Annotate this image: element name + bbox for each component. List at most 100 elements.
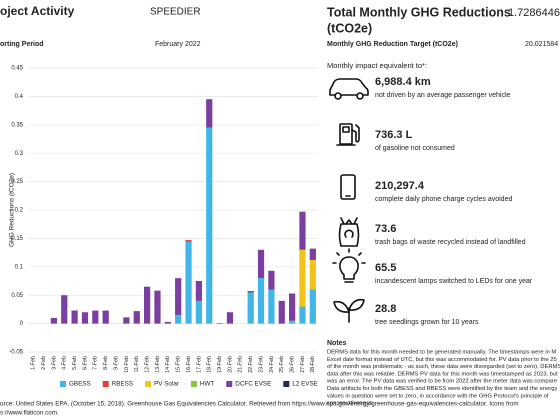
chart: GHG Reductions (tCO2e)0.450.40.350.30.25…	[9, 66, 318, 388]
icon-bag	[338, 217, 360, 247]
x-tick-label: 14-Feb	[165, 356, 171, 373]
bar-segment	[309, 289, 316, 324]
y-tick-label: 0.3	[15, 151, 24, 157]
x-tick-label: 3-Feb	[51, 356, 57, 370]
bar-segment	[81, 312, 89, 324]
x-tick-label: 15-Feb	[176, 356, 182, 373]
legend-swatch	[190, 381, 197, 387]
bar-segment	[154, 290, 161, 324]
total-label: Total Monthly GHG Reductions	[327, 5, 511, 19]
notes-line: data after this was reliable. DERMS PV d…	[327, 371, 558, 377]
target-value: 20.021584	[525, 41, 558, 48]
impacts-title: Monthly impact equivalent to*:	[327, 61, 427, 70]
x-tick-label: 19-Feb	[217, 356, 223, 373]
x-tick-label: 4-Feb	[62, 356, 68, 370]
x-tick-label: 22-Feb	[248, 356, 254, 373]
bar-segment	[133, 311, 140, 324]
x-tick-label: 23-Feb	[258, 356, 264, 373]
y-tick-label: 0.05	[11, 293, 23, 299]
x-tick-label: 27-Feb	[300, 356, 306, 373]
x-tick-label: 16-Feb	[186, 356, 192, 373]
bar-segment	[309, 259, 316, 290]
bar-segment	[268, 289, 275, 324]
bar-segment	[102, 310, 109, 324]
icon-phone	[340, 174, 356, 200]
footer-line: urce: United States EPA. (October 15, 20…	[0, 401, 519, 408]
notes-line: Data artifacts for both the GBESS and RB…	[327, 386, 557, 392]
total-value: 1.7286446	[508, 7, 560, 19]
x-tick-label: 21-Feb	[238, 356, 244, 373]
project-name: SPEEDIER	[150, 7, 201, 18]
bar-segment	[257, 278, 265, 324]
y-tick-label: 0.2	[15, 208, 24, 214]
legend-swatch	[145, 381, 152, 387]
y-axis-label: GHG Reductions (tCO2e)	[9, 173, 16, 247]
legend-swatch	[226, 381, 233, 387]
impact-value: 73.6	[375, 223, 396, 235]
bar-segment	[123, 317, 130, 324]
bar-segment	[289, 293, 296, 321]
x-tick-label: 8-Feb	[103, 356, 109, 370]
bar-segment	[289, 320, 296, 324]
x-tick-label: 12-Feb	[145, 356, 151, 373]
impact-label: complete daily phone charge cycles avoid…	[375, 196, 512, 203]
impact-label: tree seedlings grown for 10 years	[375, 319, 479, 326]
period-value: February 2022	[155, 41, 201, 48]
impact-value: 65.5	[375, 262, 396, 274]
bar-segment	[216, 323, 223, 324]
x-tick-label: 11-Feb	[134, 356, 140, 372]
legend-swatch	[283, 381, 290, 387]
bar-segment	[278, 300, 285, 324]
icon-car	[329, 78, 369, 100]
bar-segment	[144, 286, 151, 324]
x-tick-label: 28-Feb	[310, 356, 316, 373]
bar-segment	[299, 211, 306, 250]
x-tick-label: 1-Feb	[31, 356, 37, 370]
bar-segment	[195, 300, 202, 324]
notes-line: conservativeness.	[327, 401, 374, 407]
bar-segment	[185, 241, 192, 324]
bar-segment	[175, 278, 182, 316]
legend-label: PV Solar	[154, 381, 179, 388]
impact-label: of gasoline not consumed	[375, 145, 455, 152]
notes-line: was an error. The PV data was verified t…	[326, 379, 557, 385]
notes-line: DERMS data for this month needed to be g…	[327, 350, 556, 356]
icon-seedling	[333, 298, 365, 323]
x-tick-label: 7-Feb	[93, 356, 99, 370]
legend-label: HWT	[200, 381, 214, 388]
notes-line: Excel date format instead of UTC, but th…	[327, 357, 557, 363]
x-tick-label: 18-Feb	[207, 356, 213, 373]
y-tick-label: 0.1	[15, 264, 24, 270]
bar-segment	[299, 249, 306, 307]
y-tick-label: 0	[20, 321, 24, 327]
impact-value: 736.3 L	[375, 129, 413, 141]
x-tick-label: 2-Feb	[41, 356, 47, 370]
bar-segment	[92, 310, 99, 324]
x-tick-label: 13-Feb	[155, 356, 161, 373]
footer-line: s://www.flaticon.com.	[0, 410, 59, 417]
impact-label: trash bags of waste recycled instead of …	[375, 239, 526, 246]
x-tick-label: 10-Feb	[124, 356, 130, 373]
icon-bulb	[332, 248, 366, 283]
period-label: orting Period	[0, 41, 44, 48]
bar-segment	[257, 249, 265, 279]
x-tick-label: 9-Feb	[113, 356, 119, 370]
target-label: Monthly GHG Reduction Target (tCO2e)	[327, 41, 458, 48]
bar-segment	[71, 310, 78, 324]
y-tick-label: 0.45	[11, 66, 23, 72]
legend-label: GBESS	[69, 381, 91, 388]
notes-line: of the month was problematic - as such, …	[327, 364, 560, 370]
bar-segment	[175, 315, 182, 324]
bar-segment	[226, 312, 234, 324]
bar-segment	[309, 248, 316, 260]
project-label: oject Activity	[0, 4, 75, 18]
impact-label: not driven by an average passenger vehic…	[375, 92, 511, 99]
notes-line: values in question were set to zero, in …	[327, 393, 549, 399]
legend-label: RBESS	[112, 381, 133, 388]
y-tick-label: 0.25	[11, 179, 23, 185]
legend-label: L2 EVSE	[292, 381, 318, 388]
bar-segment	[185, 240, 192, 242]
impact-label: incandescent lamps switched to LEDs for …	[375, 278, 533, 285]
impact-value: 6,988.4 km	[375, 76, 431, 88]
